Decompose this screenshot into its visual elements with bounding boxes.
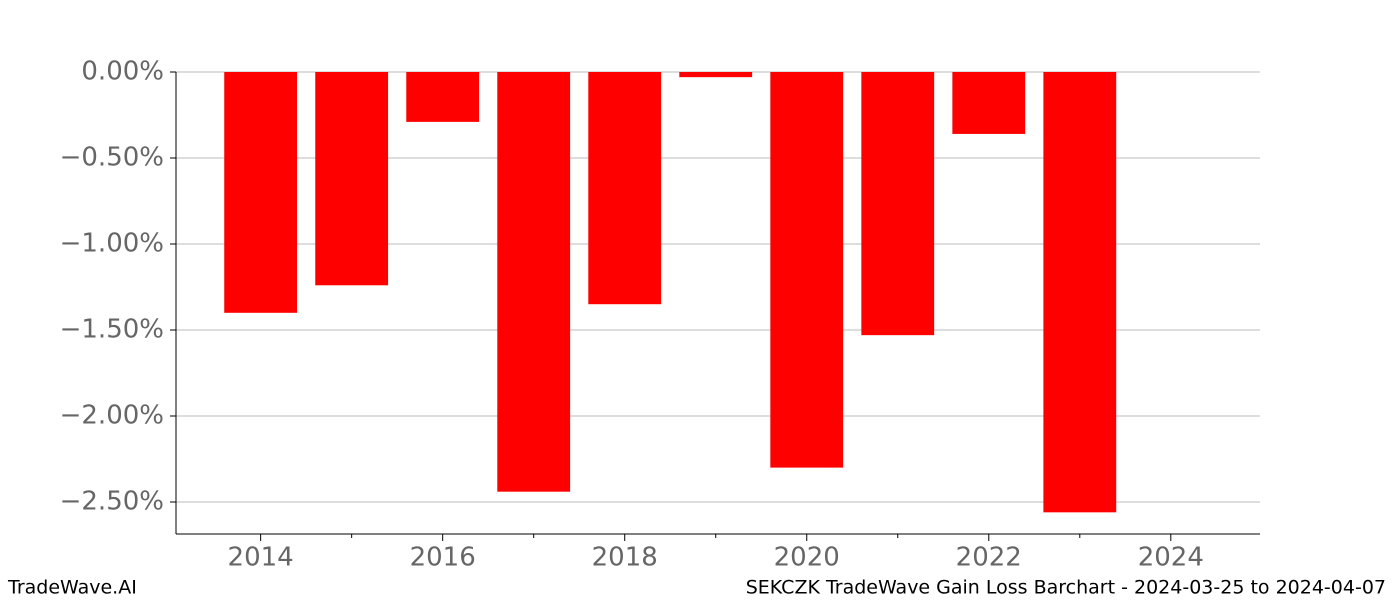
x-tick-label: 2016 xyxy=(410,543,476,573)
x-tick-label: 2020 xyxy=(774,543,840,573)
chart-title: SEKCZK TradeWave Gain Loss Barchart - 20… xyxy=(746,577,1386,599)
bar xyxy=(497,72,571,492)
bar xyxy=(679,72,753,78)
y-tick-label: −1.50% xyxy=(60,315,164,345)
brand: TradeWave.AI xyxy=(7,577,137,599)
x-tick-label: 2018 xyxy=(592,543,658,573)
bar xyxy=(1043,72,1117,513)
bar xyxy=(770,72,844,468)
bar xyxy=(588,72,662,305)
x-tick-label: 2022 xyxy=(956,543,1022,573)
x-tick-label: 2014 xyxy=(228,543,294,573)
x-tick-label: 2024 xyxy=(1138,543,1204,573)
y-tick-label: −2.00% xyxy=(60,401,164,431)
y-tick-label: −0.50% xyxy=(60,143,164,173)
bar xyxy=(315,72,389,286)
y-tick-label: −1.00% xyxy=(60,229,164,259)
bar xyxy=(406,72,480,122)
y-tick-label: 0.00% xyxy=(81,57,164,87)
bar xyxy=(224,72,298,313)
bar xyxy=(861,72,935,336)
bar xyxy=(952,72,1026,134)
y-tick-label: −2.50% xyxy=(60,487,164,517)
